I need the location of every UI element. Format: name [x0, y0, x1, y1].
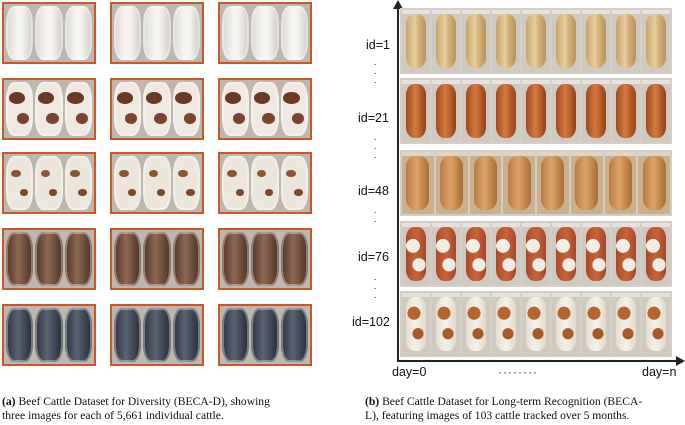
vertical-ellipsis: · · ·	[373, 59, 377, 88]
becad-image-grid	[0, 0, 320, 380]
caption-tag-a: (a)	[2, 395, 16, 408]
figure-caption-a: (a) Beef Cattle Dataset for Diversity (B…	[2, 395, 320, 423]
caption-text-b-line2: L), featuring images of 103 cattle track…	[365, 409, 630, 422]
figure-caption-b: (b) Beef Cattle Dataset for Long-term Re…	[365, 395, 683, 423]
id-label: id=102	[352, 315, 390, 329]
cattle-triplet	[110, 304, 204, 366]
x-axis-start-label: day=0	[392, 365, 427, 379]
cattle-sequence-row	[400, 78, 672, 144]
becal-timeline: id=1 id=21 id=48 id=76 id=102 · · · · · · · ·…	[330, 0, 685, 425]
y-axis-arrow-icon	[393, 0, 403, 9]
id-label: id=76	[358, 250, 389, 264]
cattle-triplet	[110, 2, 204, 64]
vertical-ellipsis: · · ·	[373, 134, 377, 163]
vertical-ellipsis: · ·	[373, 207, 377, 227]
id-label: id=21	[358, 111, 389, 125]
cattle-sequence-row	[400, 150, 672, 216]
caption-tag-b: (b)	[365, 395, 380, 408]
cattle-triplet	[110, 228, 204, 290]
id-label: id=1	[366, 38, 390, 52]
vertical-ellipsis: · · ·	[373, 274, 377, 303]
cattle-triplet	[2, 304, 96, 366]
horizontal-ellipsis: ········	[498, 365, 538, 379]
x-axis	[397, 360, 679, 362]
cattle-sequence-row	[400, 291, 672, 357]
cattle-triplet	[218, 152, 312, 214]
cattle-triplet	[218, 228, 312, 290]
cattle-triplet	[2, 152, 96, 214]
y-axis	[397, 6, 399, 361]
x-axis-end-label: day=n	[642, 365, 677, 379]
cattle-sequence-row	[400, 221, 672, 287]
cattle-triplet	[2, 2, 96, 64]
x-axis-arrow-icon	[676, 356, 685, 366]
cattle-triplet	[218, 78, 312, 140]
cattle-triplet	[218, 304, 312, 366]
cattle-triplet	[110, 152, 204, 214]
cattle-triplet	[2, 78, 96, 140]
caption-text-b-line1: Beef Cattle Dataset for Long-term Recogn…	[382, 395, 643, 408]
id-label: id=48	[358, 184, 389, 198]
cattle-sequence-row	[400, 8, 672, 74]
cattle-triplet	[218, 2, 312, 64]
cattle-triplet	[2, 228, 96, 290]
caption-text-a-line1: Beef Cattle Dataset for Diversity (BECA-…	[18, 395, 270, 408]
caption-text-a-line2: three images for each of 5,661 individua…	[2, 409, 224, 422]
cattle-triplet	[110, 78, 204, 140]
